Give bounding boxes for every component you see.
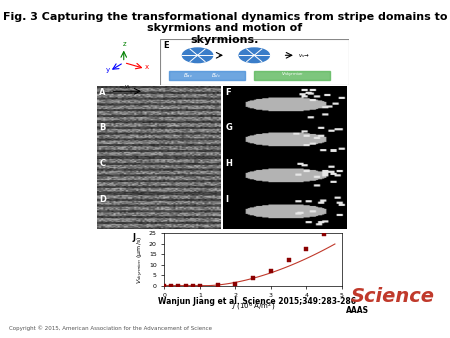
X-axis label: $J$ (10$^6$ A/m$^2$): $J$ (10$^6$ A/m$^2$) (231, 301, 275, 313)
Circle shape (182, 48, 213, 63)
Text: $B_{dc}$: $B_{dc}$ (212, 71, 221, 80)
Text: Science: Science (351, 287, 435, 306)
Text: AAAS: AAAS (346, 306, 369, 315)
Text: D: D (99, 195, 106, 204)
Point (232, 281, 239, 286)
Point (175, 283, 182, 288)
Point (189, 283, 196, 288)
Text: Wanjun Jiang et al. Science 2015;349:283-286: Wanjun Jiang et al. Science 2015;349:283… (158, 297, 356, 306)
Bar (254, 71, 330, 80)
Bar (169, 71, 245, 80)
Text: Fig. 3 Capturing the transformational dynamics from stripe domains to skyrmions : Fig. 3 Capturing the transformational dy… (3, 12, 447, 45)
Bar (160, 39, 349, 84)
Text: F: F (225, 88, 231, 97)
Point (303, 246, 310, 251)
Point (249, 275, 256, 281)
Text: I: I (225, 195, 228, 204)
Y-axis label: $V_{skyrmion}$ (μm/s): $V_{skyrmion}$ (μm/s) (136, 235, 146, 284)
Point (161, 283, 168, 288)
Text: E: E (163, 41, 169, 50)
Point (182, 283, 189, 288)
Point (196, 283, 203, 288)
Text: C: C (99, 159, 105, 168)
Text: y: y (105, 68, 110, 73)
Circle shape (239, 48, 270, 63)
Point (267, 268, 274, 274)
Text: $B_{ac}$: $B_{ac}$ (183, 71, 193, 80)
Text: G: G (225, 123, 232, 132)
Text: Copyright © 2015, American Association for the Advancement of Science: Copyright © 2015, American Association f… (9, 325, 212, 331)
Point (285, 258, 292, 263)
Text: H: H (225, 159, 232, 168)
Text: A: A (99, 88, 106, 97)
Text: $v_{skyrmion}$: $v_{skyrmion}$ (281, 71, 303, 80)
Point (320, 232, 328, 237)
Text: $v_L$: $v_L$ (124, 83, 130, 91)
Text: x: x (145, 64, 149, 70)
Text: J: J (132, 233, 135, 242)
Text: z: z (123, 42, 126, 47)
Point (214, 282, 221, 288)
Text: B: B (99, 123, 106, 132)
Text: $v_s$→: $v_s$→ (298, 51, 310, 60)
Point (168, 283, 175, 288)
